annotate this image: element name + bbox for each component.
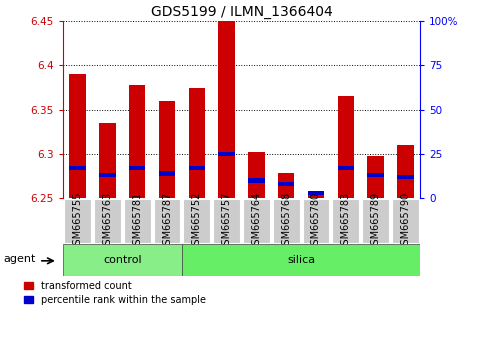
Text: control: control <box>103 255 142 265</box>
Text: GSM665781: GSM665781 <box>132 192 142 251</box>
Text: GSM665768: GSM665768 <box>281 192 291 251</box>
Bar <box>338 96 354 198</box>
Text: GSM665790: GSM665790 <box>400 192 411 251</box>
Bar <box>99 173 115 177</box>
Bar <box>189 87 205 198</box>
Text: GSM665755: GSM665755 <box>72 192 83 251</box>
FancyBboxPatch shape <box>154 199 181 243</box>
FancyBboxPatch shape <box>182 244 420 276</box>
FancyBboxPatch shape <box>332 199 359 243</box>
Bar <box>70 166 86 170</box>
Bar <box>70 74 86 198</box>
FancyBboxPatch shape <box>213 199 240 243</box>
Text: GSM665764: GSM665764 <box>251 192 261 251</box>
Bar <box>129 85 145 198</box>
Bar <box>218 152 235 156</box>
FancyBboxPatch shape <box>392 199 419 243</box>
Bar <box>368 173 384 177</box>
Text: GSM665757: GSM665757 <box>222 192 232 251</box>
FancyBboxPatch shape <box>243 199 270 243</box>
Bar <box>218 21 235 198</box>
FancyBboxPatch shape <box>184 199 210 243</box>
Text: agent: agent <box>3 253 36 264</box>
Text: GSM665789: GSM665789 <box>370 192 381 251</box>
Bar <box>129 166 145 170</box>
Text: GSM665780: GSM665780 <box>311 192 321 251</box>
FancyBboxPatch shape <box>273 199 299 243</box>
Bar <box>397 145 413 198</box>
Bar <box>308 194 324 198</box>
Bar <box>99 123 115 198</box>
Bar <box>248 152 265 198</box>
Title: GDS5199 / ILMN_1366404: GDS5199 / ILMN_1366404 <box>151 5 332 19</box>
Legend: transformed count, percentile rank within the sample: transformed count, percentile rank withi… <box>24 281 206 305</box>
Bar <box>248 178 265 183</box>
Text: GSM665752: GSM665752 <box>192 192 202 251</box>
Bar <box>338 166 354 170</box>
Bar <box>308 191 324 195</box>
FancyBboxPatch shape <box>64 199 91 243</box>
Bar <box>278 173 294 198</box>
Bar <box>278 182 294 186</box>
FancyBboxPatch shape <box>362 199 389 243</box>
Bar <box>189 166 205 170</box>
Text: GSM665763: GSM665763 <box>102 192 113 251</box>
Text: GSM665783: GSM665783 <box>341 192 351 251</box>
FancyBboxPatch shape <box>124 199 151 243</box>
Text: GSM665787: GSM665787 <box>162 192 172 251</box>
Text: silica: silica <box>287 255 315 265</box>
FancyBboxPatch shape <box>94 199 121 243</box>
Bar <box>159 101 175 198</box>
FancyBboxPatch shape <box>63 244 182 276</box>
Bar <box>397 175 413 179</box>
Bar <box>368 156 384 198</box>
FancyBboxPatch shape <box>302 199 329 243</box>
Bar <box>159 171 175 176</box>
